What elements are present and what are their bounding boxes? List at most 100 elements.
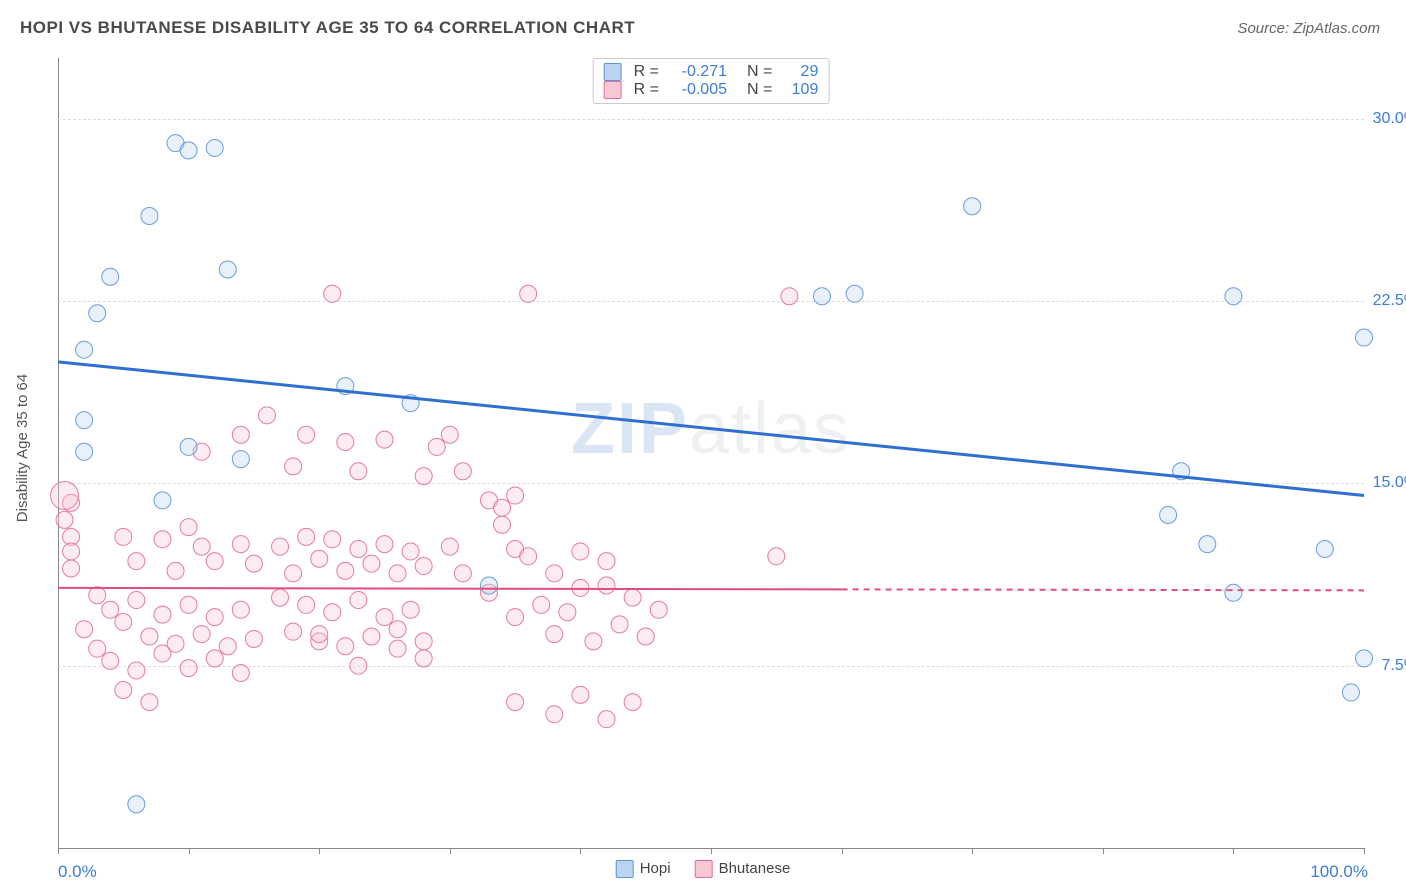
data-point-hopi xyxy=(76,443,93,460)
data-point-bhutanese xyxy=(63,543,80,560)
data-point-hopi xyxy=(154,492,171,509)
data-point-bhutanese xyxy=(598,577,615,594)
data-point-bhutanese xyxy=(206,609,223,626)
data-point-bhutanese xyxy=(402,601,419,618)
data-point-bhutanese xyxy=(520,548,537,565)
data-point-bhutanese xyxy=(363,628,380,645)
data-point-hopi xyxy=(219,261,236,278)
data-point-bhutanese xyxy=(232,664,249,681)
y-tick-label: 15.0% xyxy=(1373,474,1406,492)
data-point-bhutanese xyxy=(376,536,393,553)
legend-r-value: -0.271 xyxy=(665,63,727,81)
data-point-bhutanese xyxy=(441,538,458,555)
data-point-bhutanese xyxy=(272,589,289,606)
data-point-bhutanese xyxy=(128,592,145,609)
data-point-bhutanese xyxy=(76,621,93,638)
legend-n-value: 109 xyxy=(778,81,818,99)
data-point-bhutanese xyxy=(141,628,158,645)
legend-r-value: -0.005 xyxy=(665,81,727,99)
data-point-bhutanese xyxy=(258,407,275,424)
data-point-bhutanese xyxy=(180,519,197,536)
x-tick xyxy=(842,848,843,854)
legend-item: Bhutanese xyxy=(695,860,791,878)
data-point-bhutanese xyxy=(311,626,328,643)
x-axis-max-label: 100.0% xyxy=(1310,862,1368,882)
legend-label: Bhutanese xyxy=(719,860,791,877)
legend-swatch xyxy=(695,860,713,878)
data-point-bhutanese xyxy=(598,553,615,570)
data-point-bhutanese xyxy=(180,596,197,613)
data-point-hopi xyxy=(76,412,93,429)
data-point-hopi xyxy=(102,268,119,285)
data-point-bhutanese xyxy=(611,616,628,633)
legend-r-label: R = xyxy=(634,63,659,81)
chart-container: Disability Age 35 to 64 ZIPatlas 7.5%15.… xyxy=(20,48,1386,878)
data-point-bhutanese xyxy=(232,601,249,618)
data-point-hopi xyxy=(480,577,497,594)
data-point-bhutanese xyxy=(454,565,471,582)
data-point-bhutanese xyxy=(102,652,119,669)
y-tick-label: 22.5% xyxy=(1373,292,1406,310)
data-point-hopi xyxy=(964,198,981,215)
data-point-bhutanese xyxy=(167,562,184,579)
data-point-bhutanese xyxy=(650,601,667,618)
data-point-bhutanese xyxy=(115,682,132,699)
data-point-bhutanese xyxy=(572,543,589,560)
data-point-bhutanese xyxy=(128,553,145,570)
data-point-bhutanese xyxy=(63,560,80,577)
chart-title: HOPI VS BHUTANESE DISABILITY AGE 35 TO 6… xyxy=(20,18,635,38)
data-point-hopi xyxy=(846,285,863,302)
data-point-bhutanese xyxy=(533,596,550,613)
data-point-hopi xyxy=(1342,684,1359,701)
data-point-bhutanese xyxy=(598,711,615,728)
data-point-bhutanese xyxy=(193,626,210,643)
legend-r-label: R = xyxy=(634,81,659,99)
x-tick xyxy=(711,848,712,854)
data-point-bhutanese xyxy=(89,640,106,657)
legend-swatch xyxy=(604,63,622,81)
data-point-bhutanese xyxy=(102,601,119,618)
data-point-hopi xyxy=(1199,536,1216,553)
data-point-bhutanese xyxy=(154,606,171,623)
y-tick-label: 30.0% xyxy=(1373,110,1406,128)
data-point-bhutanese xyxy=(324,285,341,302)
data-point-hopi xyxy=(180,142,197,159)
data-point-bhutanese xyxy=(285,565,302,582)
data-point-bhutanese xyxy=(624,589,641,606)
data-point-bhutanese xyxy=(245,630,262,647)
data-point-bhutanese xyxy=(245,555,262,572)
data-point-bhutanese xyxy=(507,487,524,504)
data-point-bhutanese xyxy=(546,626,563,643)
data-point-bhutanese xyxy=(337,638,354,655)
data-point-hopi xyxy=(89,305,106,322)
x-tick xyxy=(319,848,320,854)
data-point-bhutanese xyxy=(415,558,432,575)
data-point-bhutanese xyxy=(454,463,471,480)
data-point-bhutanese xyxy=(324,604,341,621)
x-tick xyxy=(1364,848,1365,854)
data-point-bhutanese xyxy=(56,511,73,528)
x-tick xyxy=(450,848,451,854)
plot-area: ZIPatlas 7.5%15.0%22.5%30.0% R =-0.271N … xyxy=(58,58,1364,848)
x-axis-min-label: 0.0% xyxy=(58,862,97,882)
data-point-bhutanese xyxy=(572,686,589,703)
x-tick xyxy=(1233,848,1234,854)
legend-item: Hopi xyxy=(616,860,671,878)
data-point-bhutanese xyxy=(89,587,106,604)
data-point-bhutanese xyxy=(324,531,341,548)
y-axis-label: Disability Age 35 to 64 xyxy=(14,374,31,522)
data-point-bhutanese xyxy=(415,650,432,667)
data-point-bhutanese xyxy=(781,288,798,305)
x-tick xyxy=(189,848,190,854)
x-tick xyxy=(972,848,973,854)
data-point-bhutanese xyxy=(337,562,354,579)
legend-label: Hopi xyxy=(640,860,671,877)
data-point-bhutanese xyxy=(376,609,393,626)
legend-n-label: N = xyxy=(747,81,772,99)
data-point-hopi xyxy=(1356,650,1373,667)
data-point-bhutanese xyxy=(311,550,328,567)
data-point-bhutanese xyxy=(507,694,524,711)
data-point-bhutanese xyxy=(389,565,406,582)
legend-stats-row: R = -0.005 N = 109 xyxy=(604,81,819,99)
data-point-bhutanese xyxy=(154,531,171,548)
